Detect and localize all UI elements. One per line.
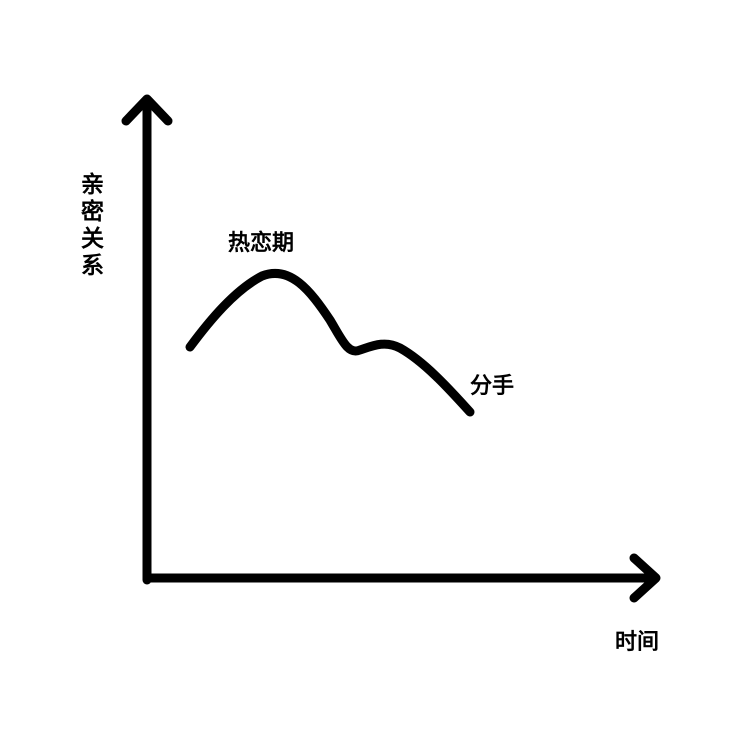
x-axis-label: 时间 bbox=[615, 630, 660, 655]
y-axis-arrowhead bbox=[121, 94, 173, 126]
intimacy-curve bbox=[185, 268, 475, 417]
peak-annotation: 热恋期 bbox=[228, 231, 295, 256]
y-axis-label: 亲密关系 bbox=[81, 172, 104, 279]
x-axis-arrowhead bbox=[629, 553, 661, 603]
end-annotation: 分手 bbox=[470, 374, 515, 399]
